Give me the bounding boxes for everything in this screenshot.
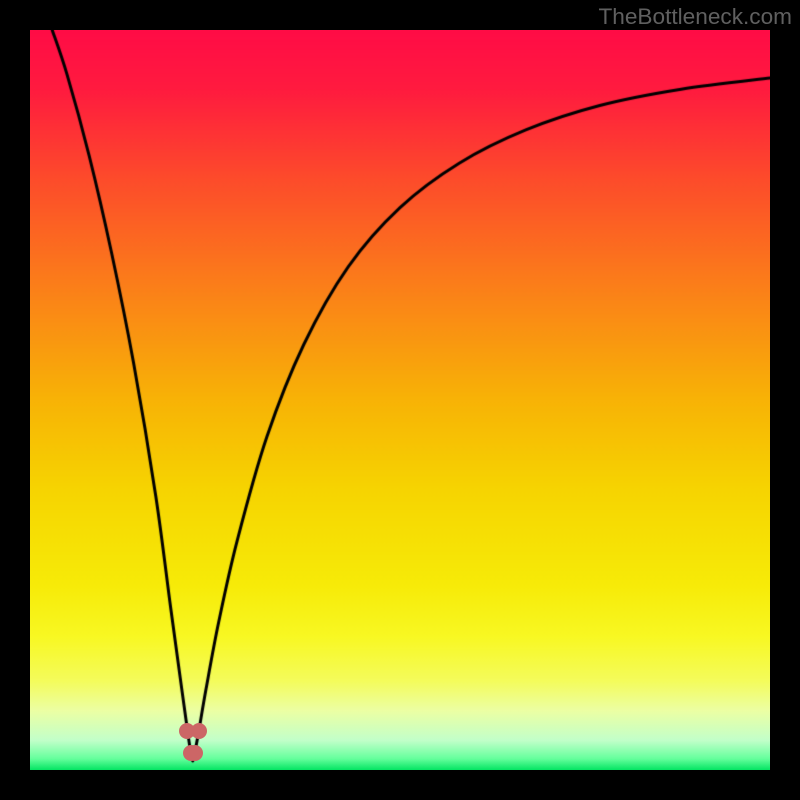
curve-marker: [191, 723, 207, 739]
plot-area: [30, 30, 770, 770]
watermark-text: TheBottleneck.com: [598, 4, 792, 30]
curve-marker: [187, 745, 203, 761]
bottleneck-curve: [30, 30, 770, 770]
chart-frame: TheBottleneck.com: [0, 0, 800, 800]
